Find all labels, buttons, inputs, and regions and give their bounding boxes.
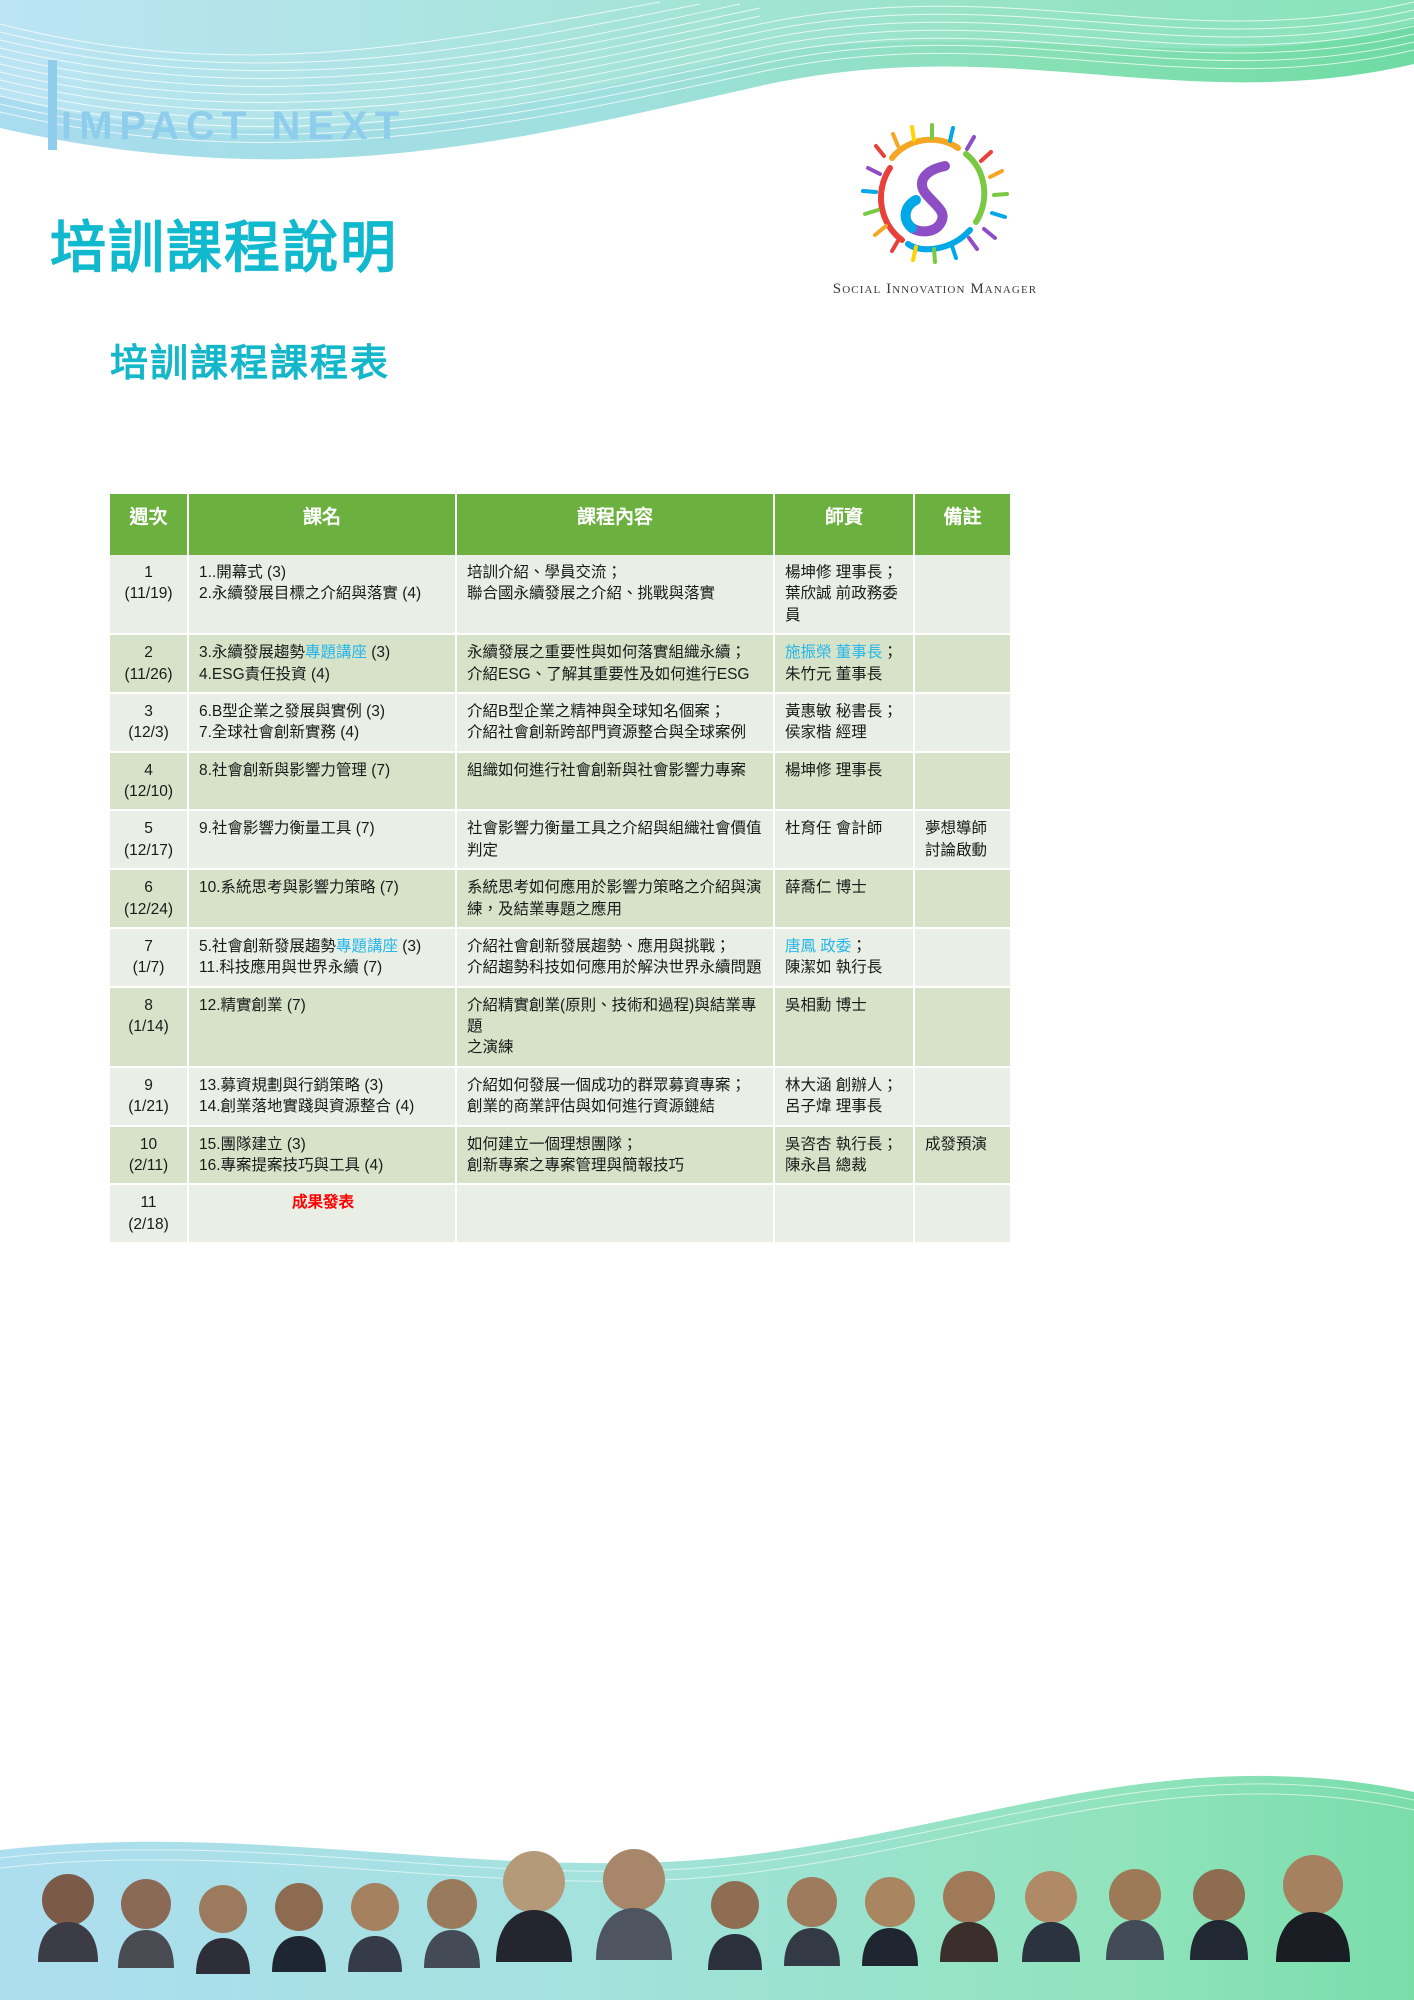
cell-course-name: 8.社會創新與影響力管理 (7)	[188, 751, 457, 811]
cell-week: 9 (1/21)	[110, 1066, 189, 1126]
table-row: 4 (12/10) 8.社會創新與影響力管理 (7) 組織如何進行社會創新與社會影響力…	[110, 751, 1010, 811]
page-title: 培訓課程說明	[50, 216, 398, 279]
cell-course-content: 系統思考如何應用於影響力策略之介紹與演 練，及結業專題之應用	[456, 869, 775, 928]
cell-teacher: 吳咨杏 執行長； 陳永昌 總裁	[774, 1125, 915, 1185]
organization-logo: Social Innovation Manager	[810, 120, 1060, 298]
table-row: 2 (11/26) 3.永續發展趨勢專題講座 (3) 4.ESG責任投資 (4) 永續發…	[110, 634, 1010, 693]
table-row: 5 (12/17) 9.社會影響力衡量工具 (7) 社會影響力衡量工具之介紹與組織社會…	[110, 810, 1010, 870]
cell-course-content: 培訓介紹、學員交流； 聯合國永續發展之介紹、挑戰與落實	[456, 555, 775, 635]
cell-course-content	[456, 1184, 775, 1243]
column-header-teacher: 師資	[774, 494, 915, 555]
cell-course-name: 9.社會影響力衡量工具 (7)	[188, 810, 457, 870]
cell-teacher: 楊坤修 理事長	[774, 751, 915, 811]
cell-week: 6 (12/24)	[110, 869, 189, 928]
column-header-week: 週次	[110, 494, 189, 555]
cell-course-name: 13.募資規劃與行銷策略 (3) 14.創業落地實踐與資源整合 (4)	[188, 1066, 457, 1126]
column-header-content: 課程內容	[456, 494, 775, 555]
cell-week: 7 (1/7)	[110, 927, 189, 987]
cell-course-name: 成果發表	[188, 1184, 457, 1243]
cell-course-content: 組織如何進行社會創新與社會影響力專案	[456, 751, 775, 811]
column-header-course: 課名	[188, 494, 457, 555]
cell-note	[914, 555, 1010, 635]
cell-note: 夢想導師 討論啟動	[914, 810, 1010, 870]
cell-course-content: 永續發展之重要性與如何落實組織永續； 介紹ESG、了解其重要性及如何進行ESG	[456, 634, 775, 693]
cell-note	[914, 927, 1010, 987]
cell-note	[914, 692, 1010, 752]
cell-teacher: 薛喬仁 博士	[774, 869, 915, 928]
cell-note	[914, 986, 1010, 1067]
cell-week: 11 (2/18)	[110, 1184, 189, 1243]
cell-teacher	[774, 1184, 915, 1243]
logo-caption: Social Innovation Manager	[832, 281, 1038, 297]
training-schedule-table: 週次 課名 課程內容 師資 備註 1 (11/19) 1..開幕式 (3) 2.永續發…	[110, 494, 1010, 1244]
cell-course-name: 5.社會創新發展趨勢專題講座 (3) 11.科技應用與世界永續 (7)	[188, 927, 457, 987]
cell-teacher: 林大涵 創辦人； 呂子煒 理事長	[774, 1066, 915, 1126]
cell-week: 5 (12/17)	[110, 810, 189, 870]
cell-week: 1 (11/19)	[110, 555, 189, 635]
cell-note	[914, 751, 1010, 811]
table-row: 11 (2/18) 成果發表	[110, 1184, 1010, 1243]
cell-week: 10 (2/11)	[110, 1125, 189, 1185]
column-header-note: 備註	[914, 494, 1010, 555]
cell-course-name: 10.系統思考與影響力策略 (7)	[188, 869, 457, 928]
page-subtitle: 培訓課程課程表	[110, 343, 391, 385]
cell-week: 3 (12/3)	[110, 692, 189, 752]
cell-course-name: 15.團隊建立 (3) 16.專案提案技巧與工具 (4)	[188, 1125, 457, 1185]
cell-course-content: 如何建立一個理想團隊； 創新專案之專案管理與簡報技巧	[456, 1125, 775, 1185]
cell-course-name: 12.精實創業 (7)	[188, 986, 457, 1067]
cell-note	[914, 869, 1010, 928]
cell-teacher: 吳相勳 博士	[774, 986, 915, 1067]
cell-note	[914, 1184, 1010, 1243]
cell-note: 成發預演	[914, 1125, 1010, 1185]
speaker-photo-strip	[0, 1830, 1414, 2000]
cell-course-content: 介紹精實創業(原則、技術和過程)與結業專題 之演練	[456, 986, 775, 1067]
cell-teacher: 唐鳳 政委； 陳潔如 執行長	[774, 927, 915, 987]
table-row: 1 (11/19) 1..開幕式 (3) 2.永續發展目標之介紹與落實 (4) 培訓介紹…	[110, 555, 1010, 635]
table-row: 8 (1/14) 12.精實創業 (7) 介紹精實創業(原則、技術和過程)與結業專題之…	[110, 986, 1010, 1067]
cell-course-name: 6.B型企業之發展與實例 (3) 7.全球社會創新實務 (4)	[188, 692, 457, 752]
brand-logotype: IMPACT NEXT	[48, 60, 406, 150]
cell-week: 8 (1/14)	[110, 986, 189, 1067]
cell-course-name: 3.永續發展趨勢專題講座 (3) 4.ESG責任投資 (4)	[188, 634, 457, 693]
cell-teacher: 楊坤修 理事長； 葉欣誠 前政務委員	[774, 555, 915, 635]
cell-teacher: 黃惠敏 秘書長； 侯家楷 經理	[774, 692, 915, 752]
table-row: 3 (12/3) 6.B型企業之發展與實例 (3) 7.全球社會創新實務 (4) 介紹B…	[110, 692, 1010, 752]
cell-week: 4 (12/10)	[110, 751, 189, 811]
table-row: 7 (1/7) 5.社會創新發展趨勢專題講座 (3) 11.科技應用與世界永續 (7)…	[110, 927, 1010, 987]
cell-note	[914, 634, 1010, 693]
cell-week: 2 (11/26)	[110, 634, 189, 693]
dna-helix-icon	[840, 123, 1030, 274]
table-row: 10 (2/11) 15.團隊建立 (3) 16.專案提案技巧與工具 (4) 如何建立一…	[110, 1125, 1010, 1185]
cell-teacher: 杜育任 會計師	[774, 810, 915, 870]
cell-course-content: 介紹如何發展一個成功的群眾募資專案； 創業的商業評估與如何進行資源鏈結	[456, 1066, 775, 1126]
cell-teacher: 施振榮 董事長； 朱竹元 董事長	[774, 634, 915, 693]
cell-course-content: 社會影響力衡量工具之介紹與組織社會價值 判定	[456, 810, 775, 870]
cell-course-content: 介紹B型企業之精神與全球知名個案； 介紹社會創新跨部門資源整合與全球案例	[456, 692, 775, 752]
brand-name: IMPACT NEXT	[61, 104, 407, 148]
table-row: 9 (1/21) 13.募資規劃與行銷策略 (3) 14.創業落地實踐與資源整合 (4…	[110, 1066, 1010, 1126]
cell-course-name: 1..開幕式 (3) 2.永續發展目標之介紹與落實 (4)	[188, 555, 457, 635]
brand-accent-bar	[48, 60, 57, 150]
table-row: 6 (12/24) 10.系統思考與影響力策略 (7) 系統思考如何應用於影響力策略之…	[110, 869, 1010, 928]
table-header-row: 週次 課名 課程內容 師資 備註	[110, 494, 1010, 555]
cell-note	[914, 1066, 1010, 1126]
cell-course-content: 介紹社會創新發展趨勢、應用與挑戰； 介紹趨勢科技如何應用於解決世界永續問題	[456, 927, 775, 987]
